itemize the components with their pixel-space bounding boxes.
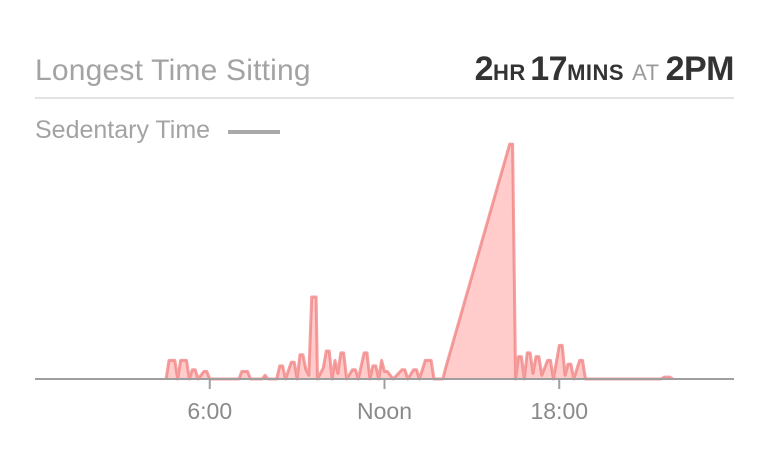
x-tick-label: 18:00 [530,398,588,424]
longest-sitting-header: Longest Time Sitting 2HR 17MINS AT 2PM [35,50,735,96]
longest-sitting-value: 2HR 17MINS AT 2PM [474,50,735,89]
minutes-value: 17 [530,50,568,88]
minutes-unit: MINS [567,60,625,85]
header-divider [35,97,734,99]
legend-label: Sedentary Time [35,115,211,144]
x-tick-label: 6:00 [187,398,232,424]
legend-line-swatch [228,130,281,134]
longest-sitting-title: Longest Time Sitting [35,54,311,87]
hours-value: 2 [474,50,494,88]
series-line-0 [164,142,674,381]
chart-legend: Sedentary Time [35,114,281,146]
time-value: 2PM [665,50,735,88]
hours-unit: HR [493,60,526,85]
x-tick-label: Noon [357,398,412,424]
series-area-0 [166,144,673,379]
at-label: AT [632,60,660,85]
